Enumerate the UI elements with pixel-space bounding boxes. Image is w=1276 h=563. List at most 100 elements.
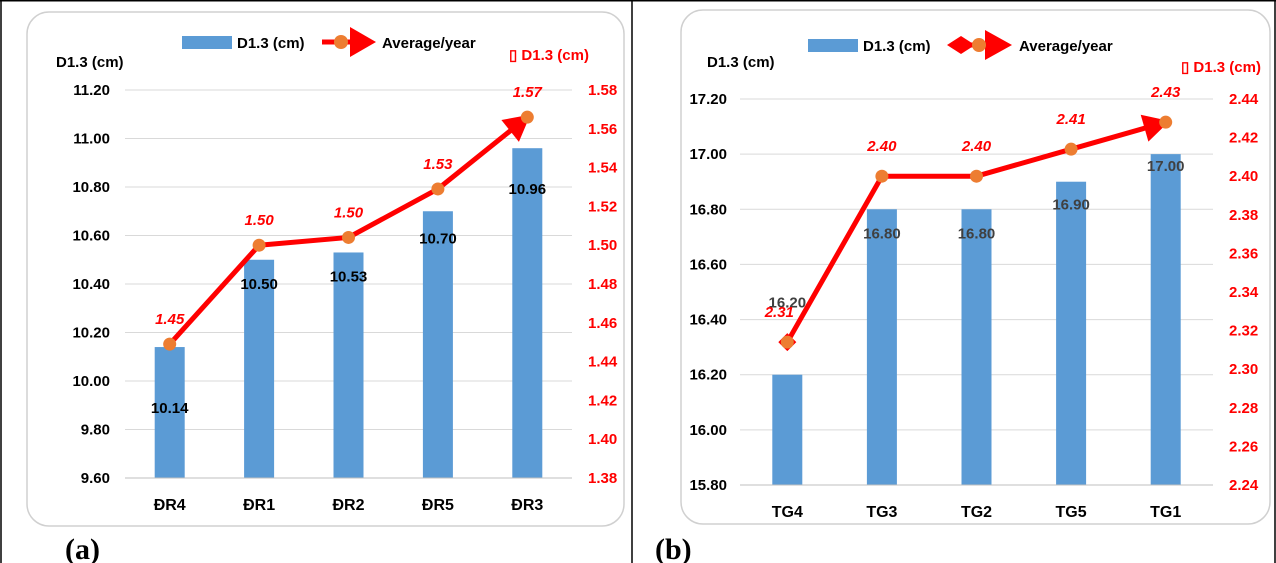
- category-label: TG5: [1056, 504, 1087, 521]
- chart-b-category-labels: TG4 TG3 TG2 TG5 TG1: [772, 504, 1182, 521]
- bar: [154, 347, 185, 478]
- category-label: ĐR5: [422, 497, 454, 514]
- bar: [333, 252, 364, 478]
- chart-b-right-axis-title: ▯ D1.3 (cm): [1181, 59, 1261, 76]
- chart-a-left-axis-title: D1.3 (cm): [56, 54, 124, 71]
- legend-bar-swatch: [182, 36, 232, 49]
- bar-data-label: 10.96: [509, 181, 547, 198]
- category-label: TG2: [961, 504, 992, 521]
- legend-bar-label: D1.3 (cm): [237, 35, 305, 52]
- legend-line-swatch: [947, 30, 1012, 60]
- chart-b-left-tick-labels: 15.80 16.00 16.20 16.40 16.60 16.80 17.00 17.20: [689, 91, 727, 494]
- bar: [1150, 154, 1181, 485]
- line-marker: [431, 182, 445, 196]
- right-tick-label: 1.48: [588, 276, 617, 293]
- right-tick-label: 1.40: [588, 431, 617, 448]
- right-tick-label: 2.44: [1229, 91, 1259, 108]
- left-tick-label: 10.20: [72, 325, 110, 342]
- bar: [244, 259, 275, 478]
- category-label: TG1: [1150, 504, 1181, 521]
- chart-a-line-labels: 1.45 1.50 1.50 1.53 1.57: [155, 84, 542, 328]
- right-tick-label: 2.32: [1229, 323, 1258, 340]
- chart-a-left-tick-labels: 9.60 9.80 10.00 10.20 10.40 10.60 10.80 11.00 11…: [72, 82, 110, 487]
- bar: [512, 148, 543, 478]
- line-marker: [1159, 115, 1173, 129]
- legend-line-label: Average/year: [382, 35, 476, 52]
- bar-data-label: 10.50: [240, 276, 278, 293]
- right-tick-label: 1.50: [588, 237, 617, 254]
- line-marker: [252, 238, 266, 252]
- category-label: ĐR3: [511, 497, 543, 514]
- right-tick-label: 2.34: [1229, 284, 1259, 301]
- left-tick-label: 16.40: [689, 312, 727, 329]
- left-tick-label: 16.20: [689, 367, 727, 384]
- panel-b-label: (b): [655, 533, 692, 563]
- right-tick-label: 1.56: [588, 121, 617, 138]
- left-tick-label: 10.40: [72, 276, 110, 293]
- chart-b-bars: [772, 154, 1181, 486]
- bar-data-label: 16.80: [863, 225, 901, 242]
- chart-panel-b: 15.80 16.00 16.20 16.40 16.60 16.80 17.00 17.20…: [680, 9, 1271, 525]
- line-data-label: 1.53: [423, 156, 453, 173]
- line-data-label: 2.43: [1150, 84, 1181, 101]
- category-label: TG4: [772, 504, 803, 521]
- right-tick-label: 1.38: [588, 470, 617, 487]
- left-tick-label: 16.80: [689, 201, 727, 218]
- category-label: ĐR1: [243, 497, 275, 514]
- right-tick-label: 1.58: [588, 82, 617, 99]
- line-data-label: 1.45: [155, 311, 185, 328]
- line-marker: [875, 169, 889, 183]
- legend-bar-swatch: [808, 39, 858, 52]
- bar-data-label: 10.53: [330, 268, 368, 285]
- line-data-label: 2.40: [866, 138, 897, 155]
- line-marker: [163, 337, 177, 351]
- legend-bar-label: D1.3 (cm): [863, 38, 931, 55]
- right-tick-label: 1.42: [588, 392, 617, 409]
- right-tick-label: 2.28: [1229, 400, 1258, 417]
- left-tick-label: 16.00: [689, 422, 727, 439]
- line-data-label: 1.50: [334, 204, 364, 221]
- bar-data-label: 10.70: [419, 230, 457, 247]
- bar-data-label: 16.20: [769, 295, 807, 312]
- chart-b-right-tick-labels: 2.24 2.26 2.28 2.30 2.32 2.34 2.36 2.38 2.40 2.42…: [1229, 91, 1259, 494]
- right-tick-label: 2.26: [1229, 438, 1258, 455]
- line-data-label: 1.57: [513, 84, 543, 101]
- bar-data-label: 16.90: [1052, 197, 1090, 214]
- bar: [961, 209, 992, 486]
- right-tick-label: 1.54: [588, 160, 618, 177]
- legend-line-swatch: [322, 27, 376, 57]
- chart-b-legend: D1.3 (cm) Average/year: [808, 30, 1113, 60]
- line-marker: [780, 335, 794, 349]
- panel-a-label: (a): [65, 533, 100, 563]
- bar-data-label: 10.14: [151, 400, 189, 417]
- right-tick-label: 2.40: [1229, 168, 1258, 185]
- left-tick-label: 17.20: [689, 91, 727, 108]
- line-marker: [1064, 142, 1078, 156]
- bar: [866, 209, 897, 486]
- chart-b-left-axis-title: D1.3 (cm): [707, 54, 775, 71]
- category-label: ĐR2: [332, 497, 364, 514]
- left-tick-label: 11.00: [73, 131, 110, 148]
- line-data-label: 2.40: [961, 138, 992, 155]
- left-tick-label: 11.20: [73, 82, 110, 99]
- chart-b-line-labels: 2.31 2.40 2.40 2.41 2.43: [764, 84, 1181, 321]
- chart-a-bar-labels: 10.14 10.50 10.53 10.70 10.96: [151, 181, 546, 417]
- bar: [422, 211, 453, 478]
- line-data-label: 2.31: [764, 304, 794, 321]
- bar-data-label: 16.80: [958, 225, 996, 242]
- left-tick-label: 17.00: [689, 146, 727, 163]
- chart-panel-a: 9.60 9.80 10.00 10.20 10.40 10.60 10.80 11.00 11…: [26, 11, 625, 527]
- right-tick-label: 1.46: [588, 315, 617, 332]
- chart-a-right-tick-labels: 1.38 1.40 1.42 1.44 1.46 1.48 1.50 1.52 1.54 1.56…: [588, 82, 618, 487]
- right-tick-label: 2.30: [1229, 361, 1258, 378]
- category-label: ĐR4: [154, 497, 186, 514]
- left-tick-label: 9.60: [81, 470, 110, 487]
- chart-b-line-series: [778, 114, 1173, 352]
- line-marker: [520, 110, 534, 124]
- right-tick-label: 2.38: [1229, 207, 1258, 224]
- line-marker: [970, 169, 983, 183]
- left-tick-label: 9.80: [81, 422, 110, 439]
- left-tick-label: 10.60: [72, 228, 110, 245]
- right-tick-label: 1.52: [588, 198, 617, 215]
